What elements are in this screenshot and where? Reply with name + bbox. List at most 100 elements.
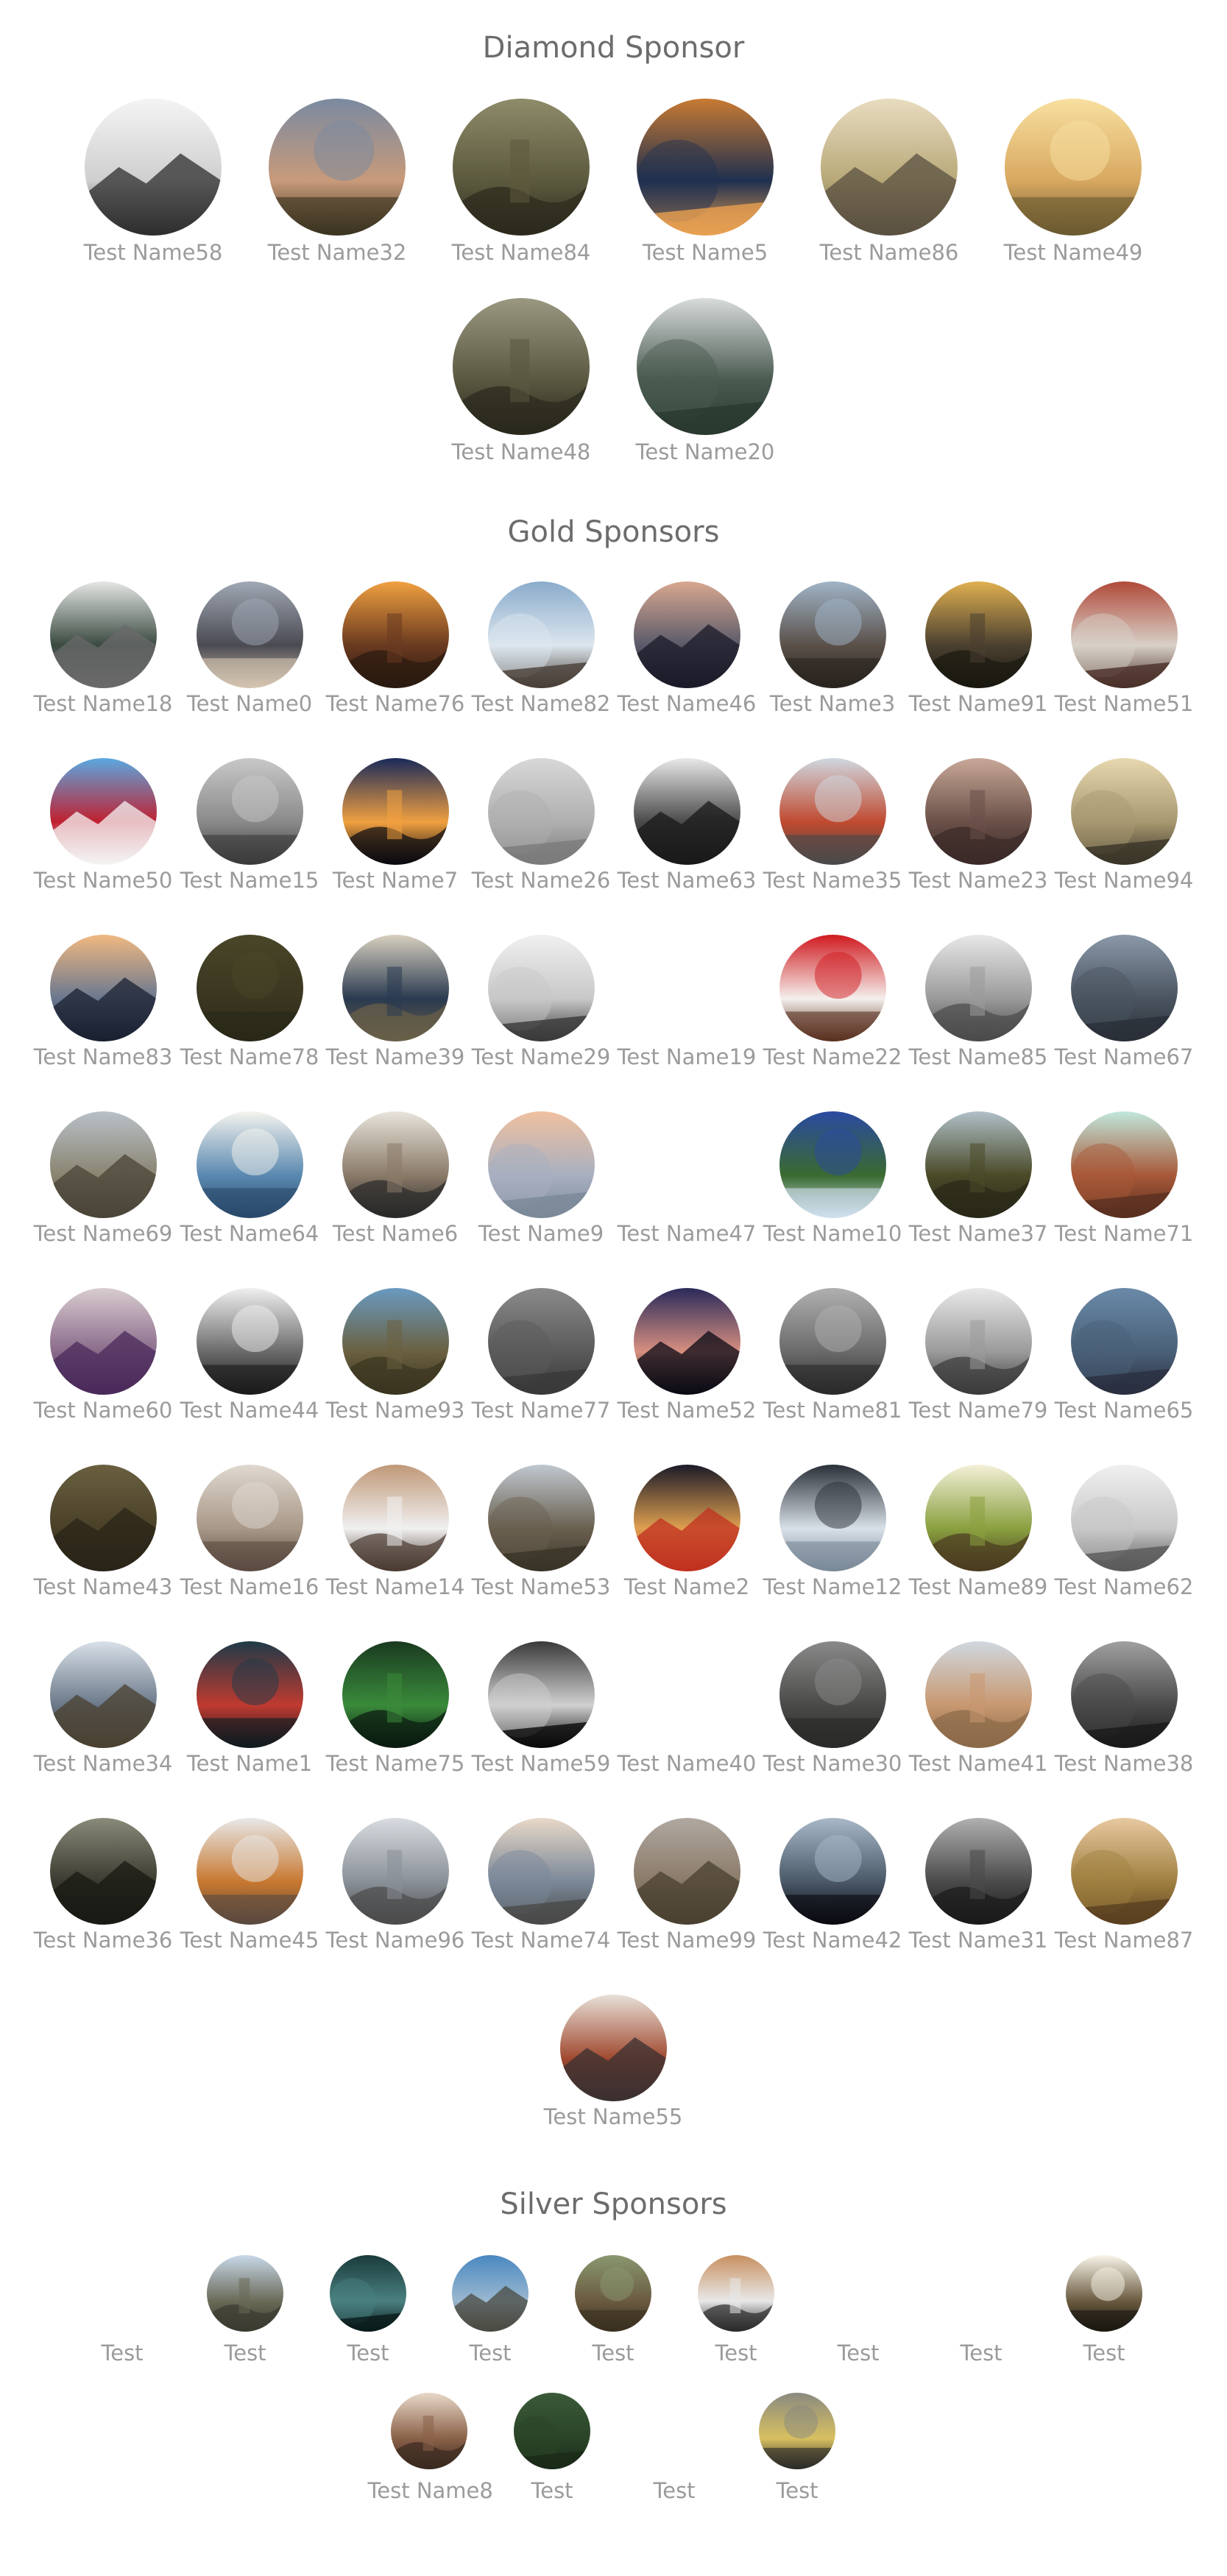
sponsor-test-name96[interactable]: Test Name96: [322, 1818, 469, 1953]
sponsor-test-name36[interactable]: Test Name36: [30, 1818, 177, 1953]
sponsor-test[interactable]: Test: [184, 2255, 307, 2366]
sponsor-test-name91[interactable]: Test Name91: [905, 581, 1052, 716]
sponsor-test-name8[interactable]: Test Name8: [368, 2393, 493, 2503]
sponsor-test-name71[interactable]: Test Name71: [1051, 1111, 1198, 1246]
sponsor-test-name51[interactable]: Test Name51: [1051, 581, 1198, 716]
sponsor-name: Test Name86: [819, 240, 959, 265]
sponsor-test-name84[interactable]: Test Name84: [429, 99, 613, 265]
sponsor-test[interactable]: Test: [429, 2255, 552, 2366]
dusty-plain-image: [633, 1818, 740, 1925]
sponsor-test-name60[interactable]: Test Name60: [30, 1288, 177, 1423]
sponsor-test-name10[interactable]: Test Name10: [760, 1111, 906, 1246]
sponsor-test[interactable]: Test: [675, 2255, 798, 2366]
sponsor-test-name2[interactable]: Test Name2: [614, 1465, 760, 1599]
sponsor-test-name63[interactable]: Test Name63: [614, 758, 760, 893]
sponsor-test-name46[interactable]: Test Name46: [614, 581, 760, 716]
sponsor-test-name23[interactable]: Test Name23: [905, 758, 1052, 893]
sponsor-test-name93[interactable]: Test Name93: [322, 1288, 469, 1423]
sponsor-test-name9[interactable]: Test Name9: [468, 1111, 615, 1246]
sponsor-test-name64[interactable]: Test Name64: [177, 1111, 323, 1246]
sponsor-test-name5[interactable]: Test Name5: [613, 99, 797, 265]
sponsor-test-name37[interactable]: Test Name37: [905, 1111, 1052, 1246]
bokeh-lights-image: [633, 1465, 740, 1571]
sponsor-test-name86[interactable]: Test Name86: [797, 99, 981, 265]
sponsor-test-name83[interactable]: Test Name83: [30, 935, 177, 1069]
sponsor-test-name75[interactable]: Test Name75: [322, 1641, 469, 1776]
sponsor-test-name6[interactable]: Test Name6: [322, 1111, 469, 1246]
sponsor-test-name94[interactable]: Test Name94: [1051, 758, 1198, 893]
sponsor-test-name45[interactable]: Test Name45: [177, 1818, 323, 1953]
sponsor-test-name16[interactable]: Test Name16: [177, 1465, 323, 1599]
sponsor-test-name49[interactable]: Test Name49: [981, 99, 1165, 265]
sponsor-test-name41[interactable]: Test Name41: [905, 1641, 1052, 1776]
sponsor-test-name85[interactable]: Test Name85: [905, 935, 1052, 1069]
sponsor-test[interactable]: Test: [61, 2255, 184, 2366]
sponsor-test-name77[interactable]: Test Name77: [468, 1288, 615, 1423]
sponsor-name: Test: [960, 2340, 1003, 2366]
sponsor-test-name79[interactable]: Test Name79: [905, 1288, 1052, 1423]
sponsor-test-name26[interactable]: Test Name26: [468, 758, 615, 893]
sponsor-test-name59[interactable]: Test Name59: [468, 1641, 615, 1776]
sponsor-test-name0[interactable]: Test Name0: [177, 581, 323, 716]
sponsor-test-name78[interactable]: Test Name78: [177, 935, 323, 1069]
sponsor-test-name14[interactable]: Test Name14: [322, 1465, 469, 1599]
sponsor-test-name87[interactable]: Test Name87: [1051, 1818, 1198, 1953]
jeep-building-image: [342, 1465, 449, 1571]
sponsor-test-name30[interactable]: Test Name30: [760, 1641, 906, 1776]
sponsor-test[interactable]: Test: [797, 2255, 920, 2366]
sponsor-test-name82[interactable]: Test Name82: [468, 581, 615, 716]
sponsor-test-name47[interactable]: Test Name47: [614, 1111, 760, 1246]
sponsor-name: Test Name37: [908, 1221, 1048, 1246]
sponsor-test[interactable]: Test: [307, 2255, 430, 2366]
sponsor-test-name55[interactable]: Test Name55: [540, 1995, 687, 2129]
sponsor-test-name29[interactable]: Test Name29: [468, 935, 615, 1069]
sponsor-test-name53[interactable]: Test Name53: [468, 1465, 615, 1599]
sponsor-test-name65[interactable]: Test Name65: [1051, 1288, 1198, 1423]
sponsor-test-name62[interactable]: Test Name62: [1051, 1465, 1198, 1599]
hand-tablet-image: [559, 1995, 667, 2101]
sponsor-test-name67[interactable]: Test Name67: [1051, 935, 1198, 1069]
sponsor-test-name43[interactable]: Test Name43: [30, 1465, 177, 1599]
sponsor-test-name52[interactable]: Test Name52: [614, 1288, 760, 1423]
pastel-sea-image: [487, 1111, 595, 1218]
sponsor-test-name99[interactable]: Test Name99: [614, 1818, 760, 1953]
sponsor-test-name3[interactable]: Test Name3: [760, 581, 906, 716]
sponsor-test-name38[interactable]: Test Name38: [1051, 1641, 1198, 1776]
sponsor-test-name20[interactable]: Test Name20: [613, 298, 797, 464]
sponsor-test-name7[interactable]: Test Name7: [322, 758, 469, 893]
sponsor-test-name39[interactable]: Test Name39: [322, 935, 469, 1069]
sponsor-test-name81[interactable]: Test Name81: [760, 1288, 906, 1423]
sponsor-test-name12[interactable]: Test Name12: [760, 1465, 906, 1599]
sponsor-test[interactable]: Test: [613, 2393, 736, 2503]
sponsor-test-name19[interactable]: Test Name19: [614, 935, 760, 1069]
sponsor-test-name35[interactable]: Test Name35: [760, 758, 906, 893]
sponsor-name: Test Name82: [471, 691, 611, 716]
sponsor-test-name89[interactable]: Test Name89: [905, 1465, 1052, 1599]
sponsor-name: Test Name50: [33, 868, 173, 893]
sponsor-name: Test: [101, 2340, 144, 2366]
sponsor-test-name22[interactable]: Test Name22: [760, 935, 906, 1069]
sponsor-test-name15[interactable]: Test Name15: [177, 758, 323, 893]
sponsor-test[interactable]: Test: [491, 2393, 614, 2503]
red-umbrella-image: [196, 1641, 303, 1748]
sponsor-test-name42[interactable]: Test Name42: [760, 1818, 906, 1953]
sponsor-test-name18[interactable]: Test Name18: [30, 581, 177, 716]
sponsor-test[interactable]: Test: [552, 2255, 675, 2366]
rocky-valley-image: [575, 2255, 651, 2332]
sponsor-test-name48[interactable]: Test Name48: [429, 298, 613, 464]
sponsor-test-name34[interactable]: Test Name34: [30, 1641, 177, 1776]
sponsor-test[interactable]: Test: [920, 2255, 1043, 2366]
sponsor-test-name50[interactable]: Test Name50: [30, 758, 177, 893]
sponsor-test-name44[interactable]: Test Name44: [177, 1288, 323, 1423]
sponsor-test-name1[interactable]: Test Name1: [177, 1641, 323, 1776]
sponsor-test-name74[interactable]: Test Name74: [468, 1818, 615, 1953]
sponsor-test[interactable]: Test: [736, 2393, 859, 2503]
sponsor-test-name58[interactable]: Test Name58: [61, 99, 245, 265]
sponsor-name: Test Name2: [623, 1574, 750, 1599]
sponsor-test-name32[interactable]: Test Name32: [245, 99, 429, 265]
sponsor-test-name40[interactable]: Test Name40: [614, 1641, 760, 1776]
sponsor-test-name76[interactable]: Test Name76: [322, 581, 469, 716]
sponsor-test-name69[interactable]: Test Name69: [30, 1111, 177, 1246]
sponsor-test-name31[interactable]: Test Name31: [905, 1818, 1052, 1953]
sponsor-test[interactable]: Test: [1043, 2255, 1166, 2366]
